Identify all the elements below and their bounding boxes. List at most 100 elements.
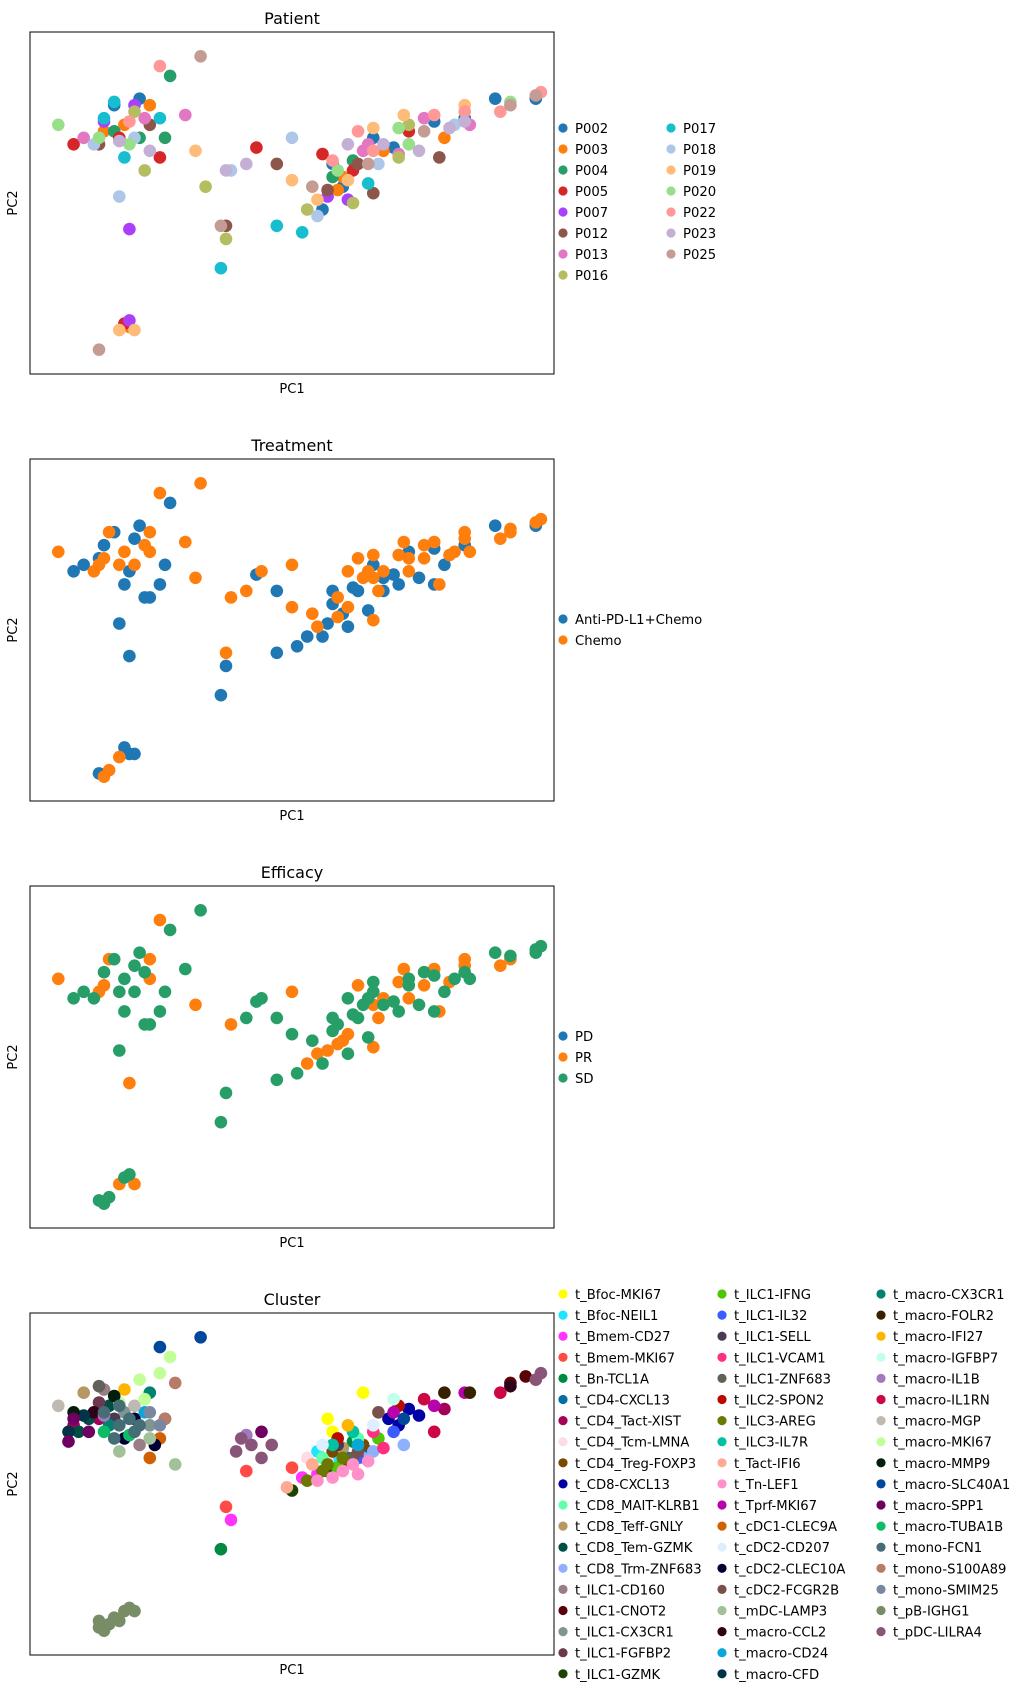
point-t-tn-lef1 bbox=[346, 1458, 360, 1471]
legend-marker bbox=[717, 1584, 727, 1594]
point-sd bbox=[255, 992, 268, 1005]
point-t-tn-lef1 bbox=[336, 1464, 350, 1478]
point-sd bbox=[285, 1027, 299, 1041]
point-t-macro-tuba1b bbox=[97, 1425, 111, 1439]
point-t-cd8-tem-gzmk bbox=[72, 1425, 85, 1439]
point-sd bbox=[219, 1086, 233, 1100]
point-anti-pd-l1-chemo bbox=[214, 688, 228, 702]
point-anti-pd-l1-chemo bbox=[97, 538, 111, 552]
legend-label: PR bbox=[575, 1051, 592, 1066]
legend-marker bbox=[558, 1669, 568, 1679]
point-sd bbox=[138, 965, 151, 979]
legend-label: t_macro-IL1B bbox=[893, 1372, 980, 1387]
legend-item-t-cd4-tact-xist: t_CD4_Tact-XIST bbox=[558, 1415, 682, 1430]
point-p017 bbox=[270, 219, 284, 233]
point-p020 bbox=[402, 138, 416, 151]
point-t-cd8-trm-znf683 bbox=[397, 1438, 411, 1452]
legend-label: t_ILC3-AREG bbox=[734, 1415, 816, 1430]
point-p016 bbox=[199, 180, 212, 193]
point-p013 bbox=[179, 108, 192, 122]
x-axis-label: PC1 bbox=[279, 809, 304, 824]
point-chemo bbox=[255, 565, 268, 578]
legend-item-t-cd4-treg-foxp3: t_CD4_Treg-FOXP3 bbox=[558, 1457, 696, 1472]
legend-label: t_ILC1-ZNF683 bbox=[734, 1372, 831, 1387]
legend-marker bbox=[666, 207, 676, 217]
point-p004 bbox=[158, 131, 172, 145]
point-p020 bbox=[331, 164, 345, 177]
point-t-tn-lef1 bbox=[361, 1454, 375, 1468]
point-t-pdc-lilra4 bbox=[255, 1451, 268, 1465]
legend-label: t_mono-SMIM25 bbox=[893, 1583, 999, 1598]
point-t-macro-mki67 bbox=[133, 1373, 146, 1386]
legend-marker bbox=[876, 1479, 886, 1489]
point-t-cdc2-fcgr2b bbox=[372, 1406, 385, 1419]
legend-label: t_macro-CFD bbox=[734, 1668, 819, 1683]
point-t-macro-il1rn bbox=[494, 1386, 507, 1399]
legend-label: t_cDC2-FCGR2B bbox=[734, 1583, 839, 1598]
legend-label: t_Bfoc-MKI67 bbox=[575, 1288, 661, 1303]
legend-marker bbox=[558, 1627, 568, 1637]
point-pr bbox=[300, 1057, 314, 1070]
point-anti-pd-l1-chemo bbox=[392, 578, 406, 591]
legend-marker bbox=[558, 1373, 568, 1383]
point-p025 bbox=[92, 343, 106, 357]
legend-marker bbox=[876, 1627, 886, 1637]
legend-label: t_CD4-CXCL13 bbox=[575, 1394, 670, 1409]
legend-marker bbox=[717, 1500, 727, 1510]
point-chemo bbox=[189, 571, 202, 585]
legend-label: P020 bbox=[683, 185, 716, 200]
point-sd bbox=[504, 949, 517, 963]
point-sd bbox=[448, 972, 461, 986]
legend-marker bbox=[558, 1479, 568, 1489]
y-axis-label: PC2 bbox=[6, 190, 21, 215]
legend-item-t-cd4-cxcl13: t_CD4-CXCL13 bbox=[558, 1394, 670, 1409]
point-sd bbox=[367, 985, 380, 999]
legend-marker bbox=[558, 228, 568, 238]
point-chemo bbox=[143, 545, 157, 559]
legend-marker bbox=[717, 1648, 727, 1658]
chart-patient: Patient PC1 PC2 P002 P003 P004 P005 P007 P012 P01… bbox=[6, 9, 716, 397]
point-t-ilc1-il32 bbox=[387, 1425, 400, 1439]
legend-label: t_ILC1-CX3CR1 bbox=[575, 1626, 674, 1641]
point-chemo bbox=[417, 552, 431, 565]
point-sd bbox=[488, 946, 502, 959]
legend-label: t_macro-SPP1 bbox=[893, 1499, 984, 1514]
legend-marker bbox=[876, 1416, 886, 1426]
legend-item-t-cdc2-clec10a: t_cDC2-CLEC10A bbox=[717, 1562, 845, 1577]
legend-marker bbox=[717, 1416, 727, 1426]
legend-item-pr: PR bbox=[558, 1051, 592, 1066]
legend-marker bbox=[558, 1500, 568, 1510]
legend: Anti-PD-L1+Chemo Chemo bbox=[558, 613, 702, 649]
legend-marker bbox=[717, 1289, 727, 1299]
point-t-macro-slc40a1 bbox=[153, 1340, 167, 1354]
legend-item-p016: P016 bbox=[558, 269, 608, 284]
point-t-tprf-mki67 bbox=[387, 1406, 400, 1419]
legend-marker bbox=[558, 165, 568, 175]
legend-item-t-macro-ifi27: t_macro-IFI27 bbox=[876, 1330, 983, 1345]
point-t-ilc3-areg bbox=[316, 1464, 329, 1478]
point-t-bmem-mki67 bbox=[240, 1464, 253, 1478]
point-t-cd8-cxcl13 bbox=[412, 1409, 426, 1422]
point-chemo bbox=[392, 548, 406, 562]
point-t-macro-cd24 bbox=[351, 1438, 365, 1452]
point-sd bbox=[427, 969, 441, 982]
legend-marker bbox=[717, 1394, 727, 1405]
point-chemo bbox=[113, 750, 126, 764]
legend-item-t-macro-mgp: t_macro-MGP bbox=[876, 1415, 981, 1430]
legend-label: t_CD4_Tcm-LMNA bbox=[575, 1436, 689, 1451]
legend-label: P005 bbox=[575, 185, 608, 200]
legend-marker bbox=[717, 1352, 727, 1362]
point-pr bbox=[397, 962, 411, 976]
point-p013 bbox=[138, 111, 151, 125]
point-p025 bbox=[306, 180, 319, 193]
legend-label: Chemo bbox=[575, 634, 622, 649]
point-t-ilc1-cd160 bbox=[133, 1438, 146, 1452]
legend-label: t_Bn-TCL1A bbox=[575, 1372, 649, 1387]
legend-label: t_macro-MGP bbox=[893, 1415, 981, 1430]
legend-label: t_macro-IGFBP7 bbox=[893, 1351, 998, 1366]
point-p017 bbox=[153, 111, 167, 125]
point-anti-pd-l1-chemo bbox=[488, 519, 502, 532]
legend-marker bbox=[558, 1648, 568, 1658]
point-sd bbox=[392, 1005, 406, 1018]
point-t-macro-mgp bbox=[128, 1399, 141, 1413]
